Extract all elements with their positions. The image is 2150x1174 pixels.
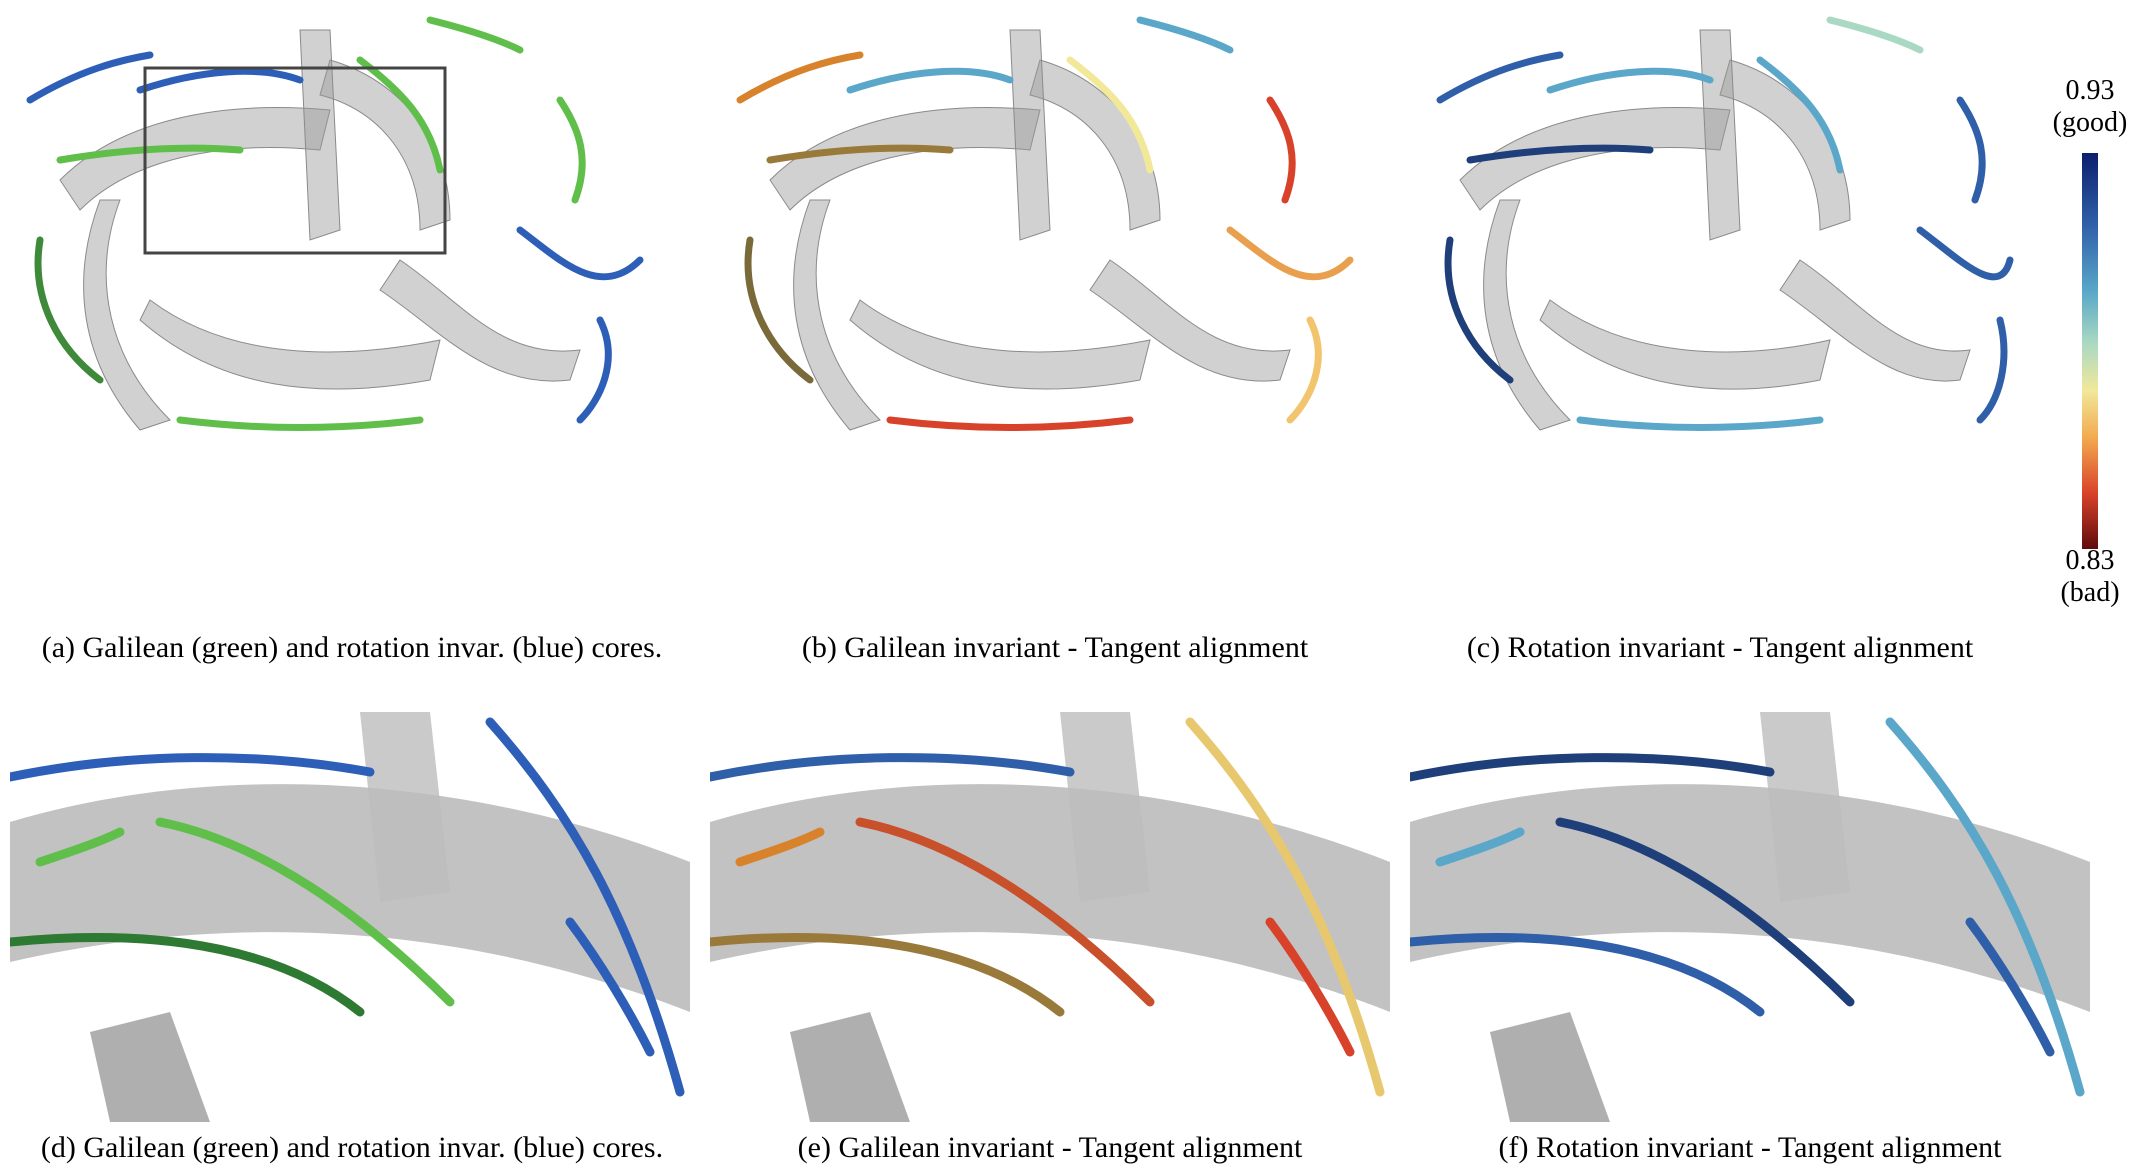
caption-b: (b) Galilean invariant - Tangent alignme… <box>801 631 1309 664</box>
panel-b <box>710 0 1400 455</box>
colorbar-min-value: 0.83 <box>2065 545 2115 576</box>
panel-f <box>1410 712 2090 1122</box>
colorbar-min-label: (bad) <box>2060 577 2120 608</box>
colorbar-gradient <box>2082 153 2098 549</box>
colorbar: 0.93 (good) 0.83 (bad) <box>2035 75 2145 615</box>
caption-a: (a) Galilean (green) and rotation invar.… <box>41 631 663 664</box>
caption-f: (f) Rotation invariant - Tangent alignme… <box>1498 1131 2002 1164</box>
inset-zoom-f <box>1410 712 2090 1122</box>
inset-zoom-e <box>710 712 1390 1122</box>
colorbar-max-value: 0.93 <box>2065 75 2115 106</box>
panel-e <box>710 712 1390 1122</box>
impeller-vortex-cores-a <box>26 16 644 431</box>
panel-d <box>10 712 690 1122</box>
panel-c <box>1410 0 2030 455</box>
panel-a <box>0 0 700 455</box>
impeller-vortex-cores-b <box>736 16 1354 431</box>
colorbar-max-label: (good) <box>2052 107 2128 138</box>
caption-e: (e) Galilean invariant - Tangent alignme… <box>797 1131 1303 1164</box>
caption-d: (d) Galilean (green) and rotation invar.… <box>40 1131 664 1164</box>
inset-frame <box>143 66 447 255</box>
impeller-vortex-cores-c <box>1436 16 2014 431</box>
inset-zoom-d <box>10 712 690 1122</box>
caption-c: (c) Rotation invariant - Tangent alignme… <box>1466 631 1974 664</box>
